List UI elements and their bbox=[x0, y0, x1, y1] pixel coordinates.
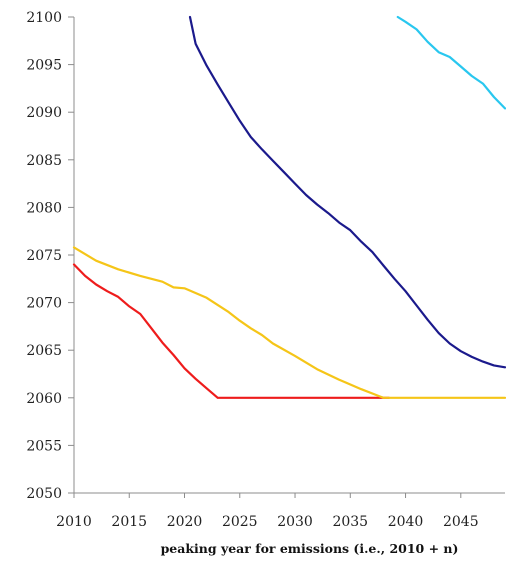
y-tick-label: 2080 bbox=[26, 200, 62, 216]
x-tick-label: 2010 bbox=[56, 514, 92, 530]
series-line-3 bbox=[188, 15, 506, 369]
y-tick-label: 2075 bbox=[26, 248, 62, 264]
series-line-4 bbox=[396, 15, 506, 110]
x-tick-label: 2025 bbox=[222, 514, 258, 530]
x-axis-ticks: 2010 2015 2020 2025 2030 2035 2040 2045 bbox=[56, 493, 479, 530]
y-tick-label: 2070 bbox=[26, 296, 62, 312]
series-layer bbox=[72, 15, 506, 399]
x-tick-label: 2045 bbox=[443, 514, 479, 530]
y-tick-label: 2100 bbox=[26, 10, 62, 26]
x-tick-label: 2035 bbox=[332, 514, 368, 530]
x-axis-title: peaking year for emissions (i.e., 2010 +… bbox=[161, 541, 459, 556]
y-tick-label: 2090 bbox=[26, 105, 62, 121]
y-tick-label: 2085 bbox=[26, 153, 62, 169]
series-line-2 bbox=[72, 246, 506, 399]
y-tick-label: 2050 bbox=[26, 486, 62, 502]
y-tick-label: 2055 bbox=[26, 438, 62, 454]
x-tick-label: 2020 bbox=[167, 514, 203, 530]
series-line-1 bbox=[72, 263, 391, 399]
y-tick-label: 2060 bbox=[26, 391, 62, 407]
y-axis-ticks: 2050 2055 2060 2065 2070 2075 2080 2085 2090 2095… bbox=[26, 10, 74, 502]
y-tick-label: 2065 bbox=[26, 343, 62, 359]
x-tick-label: 2015 bbox=[111, 514, 147, 530]
axes bbox=[73, 17, 505, 494]
y-tick-label: 2095 bbox=[26, 58, 62, 74]
x-tick-label: 2040 bbox=[388, 514, 424, 530]
x-tick-label: 2030 bbox=[277, 514, 313, 530]
